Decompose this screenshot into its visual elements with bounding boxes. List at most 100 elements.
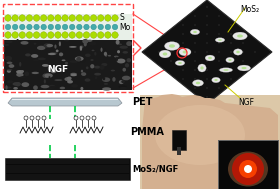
Ellipse shape xyxy=(169,44,175,48)
Ellipse shape xyxy=(12,24,18,30)
Circle shape xyxy=(206,51,208,53)
Circle shape xyxy=(218,60,220,62)
Text: S: S xyxy=(119,13,124,22)
Ellipse shape xyxy=(92,50,94,51)
FancyBboxPatch shape xyxy=(3,4,133,92)
Circle shape xyxy=(182,69,184,71)
Ellipse shape xyxy=(49,86,57,88)
Ellipse shape xyxy=(65,62,68,65)
Ellipse shape xyxy=(97,32,104,38)
Ellipse shape xyxy=(75,57,84,61)
Circle shape xyxy=(182,33,184,35)
Ellipse shape xyxy=(125,63,129,67)
Ellipse shape xyxy=(90,32,97,38)
Ellipse shape xyxy=(122,76,130,80)
Ellipse shape xyxy=(112,24,118,30)
Ellipse shape xyxy=(69,24,75,30)
Ellipse shape xyxy=(5,40,13,43)
Ellipse shape xyxy=(178,62,182,64)
Ellipse shape xyxy=(237,34,243,38)
Ellipse shape xyxy=(76,32,83,38)
Ellipse shape xyxy=(87,40,92,42)
Ellipse shape xyxy=(105,32,111,38)
Circle shape xyxy=(194,15,196,17)
Ellipse shape xyxy=(42,64,49,67)
Ellipse shape xyxy=(220,68,232,72)
Ellipse shape xyxy=(100,48,106,52)
FancyBboxPatch shape xyxy=(140,95,280,189)
Ellipse shape xyxy=(26,15,33,21)
Ellipse shape xyxy=(59,52,63,56)
Circle shape xyxy=(230,69,232,71)
Ellipse shape xyxy=(62,60,66,61)
Ellipse shape xyxy=(163,53,167,56)
Ellipse shape xyxy=(193,31,197,33)
Ellipse shape xyxy=(112,77,116,82)
Ellipse shape xyxy=(80,87,83,90)
Ellipse shape xyxy=(48,85,55,88)
Circle shape xyxy=(230,33,232,35)
Ellipse shape xyxy=(105,15,111,21)
Ellipse shape xyxy=(84,24,89,30)
Circle shape xyxy=(158,51,160,53)
Ellipse shape xyxy=(233,32,247,40)
Ellipse shape xyxy=(179,48,191,56)
Ellipse shape xyxy=(90,59,94,61)
Ellipse shape xyxy=(41,85,49,88)
FancyBboxPatch shape xyxy=(5,158,130,180)
Circle shape xyxy=(206,15,208,17)
Ellipse shape xyxy=(155,105,245,165)
Ellipse shape xyxy=(116,40,120,45)
Ellipse shape xyxy=(5,32,11,38)
Ellipse shape xyxy=(198,64,206,72)
Ellipse shape xyxy=(70,74,77,76)
Ellipse shape xyxy=(48,69,54,73)
Ellipse shape xyxy=(7,62,12,64)
Ellipse shape xyxy=(26,32,33,38)
Ellipse shape xyxy=(102,87,111,91)
Circle shape xyxy=(170,60,172,62)
Text: MoS₂: MoS₂ xyxy=(241,5,260,14)
Circle shape xyxy=(194,42,196,44)
Ellipse shape xyxy=(77,24,82,30)
Circle shape xyxy=(242,60,244,62)
Ellipse shape xyxy=(25,53,31,56)
Ellipse shape xyxy=(55,24,61,30)
Ellipse shape xyxy=(21,70,24,73)
Polygon shape xyxy=(142,94,278,189)
Circle shape xyxy=(170,42,172,44)
Circle shape xyxy=(194,60,196,62)
Ellipse shape xyxy=(7,69,12,71)
Ellipse shape xyxy=(226,57,234,63)
Ellipse shape xyxy=(98,24,104,30)
Ellipse shape xyxy=(118,43,122,45)
Ellipse shape xyxy=(48,15,54,21)
Circle shape xyxy=(230,60,232,62)
Ellipse shape xyxy=(40,15,47,21)
Circle shape xyxy=(206,42,208,44)
Circle shape xyxy=(218,78,220,80)
Ellipse shape xyxy=(95,76,97,79)
Circle shape xyxy=(194,24,196,26)
Ellipse shape xyxy=(5,24,11,30)
Ellipse shape xyxy=(60,87,65,89)
Ellipse shape xyxy=(7,80,13,84)
Ellipse shape xyxy=(196,82,200,84)
Ellipse shape xyxy=(117,59,125,64)
Ellipse shape xyxy=(4,56,12,61)
Ellipse shape xyxy=(13,82,21,86)
Ellipse shape xyxy=(27,24,32,30)
Ellipse shape xyxy=(67,80,73,84)
Ellipse shape xyxy=(84,42,87,46)
Ellipse shape xyxy=(20,24,25,30)
Ellipse shape xyxy=(4,86,11,89)
Ellipse shape xyxy=(101,63,107,66)
Ellipse shape xyxy=(200,66,204,70)
Circle shape xyxy=(218,87,220,89)
Circle shape xyxy=(218,33,220,35)
Ellipse shape xyxy=(114,56,118,57)
Ellipse shape xyxy=(80,46,82,51)
Ellipse shape xyxy=(212,77,220,83)
Ellipse shape xyxy=(81,72,86,76)
Circle shape xyxy=(194,87,196,89)
